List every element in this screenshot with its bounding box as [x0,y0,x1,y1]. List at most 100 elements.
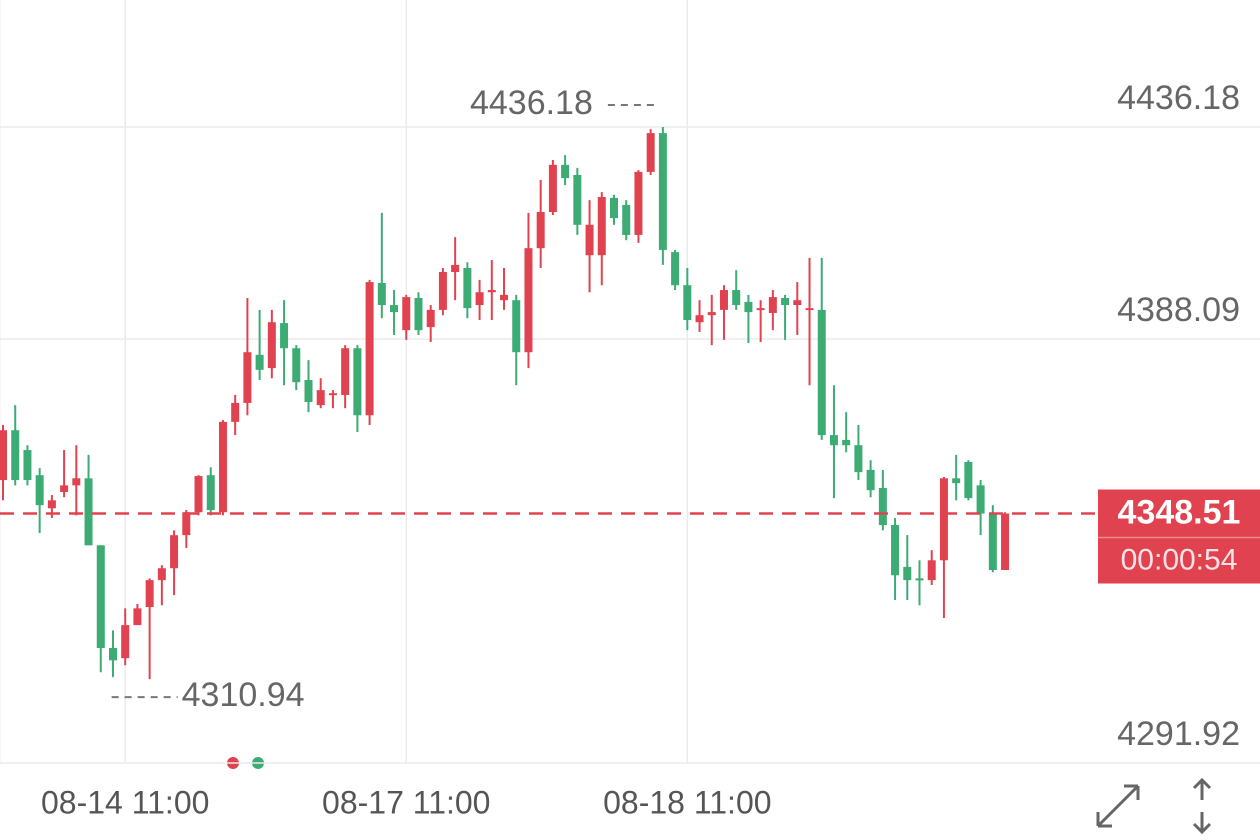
candle-body [231,402,240,422]
candle-body [622,204,631,235]
candle-body [1001,513,1010,570]
candle-body [842,439,851,446]
candle-body [744,301,753,313]
candle-body [438,271,447,310]
candle-body [72,478,81,486]
candle-body [426,309,435,328]
candle-body [96,545,105,649]
candle-body [585,224,594,256]
candle-body [402,297,411,331]
candle-body [524,248,533,353]
candle-body [793,300,802,306]
candle-body [927,560,936,581]
candle-body [328,393,337,396]
candle-body [878,487,887,526]
candle-body [304,379,313,403]
candle-body [267,322,276,369]
candle-body [646,133,655,172]
candle-body [341,348,350,395]
y-tick-label: 4388.09 [1117,291,1240,329]
last-price-label: 4348.51 [1118,494,1241,532]
candles [0,127,1010,680]
candle-body [170,535,179,569]
candle-body [732,290,741,306]
candle-body [781,297,790,306]
candle-body [854,445,863,473]
candle-body [145,580,154,608]
candle-body [206,475,215,511]
expand-icon[interactable] [1096,784,1140,828]
candle-body [280,323,289,349]
candle-body [0,430,7,481]
candle-body [805,308,814,311]
candle-body [561,164,570,179]
candle-body [988,513,997,570]
candle-body [756,308,765,311]
x-tick-label: 08-14 11:00 [41,784,209,820]
scale-button[interactable] [1192,777,1212,835]
candle-body [536,212,545,249]
candle-body [316,390,325,406]
candle-body [182,512,191,536]
candle-body [671,252,680,286]
y-tick-label: 4436.18 [1117,79,1240,117]
candle-body [658,133,667,250]
candle-body [512,300,521,353]
candle-body [695,315,704,323]
candle-body [939,478,948,561]
candle-body [35,475,44,506]
candle-body [218,421,227,513]
candle-body [903,566,912,581]
candle-body [915,578,924,581]
candle-body [487,290,496,293]
candle-body [829,435,838,446]
countdown-label: 00:00:54 [1121,543,1238,576]
candle-body [548,164,557,213]
candle-body [194,476,203,513]
candle-body [47,500,56,509]
candle-body [597,197,606,256]
candle-body [573,174,582,225]
candle-body [610,197,618,219]
candle-body [108,648,117,661]
candle-body [707,312,716,316]
x-tick-label: 08-18 11:00 [603,784,771,820]
fullscreen-button[interactable] [1096,784,1140,828]
x-tick-label: 08-17 11:00 [322,784,490,820]
candle-body [768,297,777,313]
last-price-box [1098,489,1260,584]
candle-body [500,294,509,301]
high-annotation: 4436.18 [470,84,593,122]
candle-body [157,568,166,581]
candle-body [377,282,386,306]
candle-body [719,290,728,310]
candle-body [451,264,460,272]
low-annotation: 4310.94 [182,676,305,714]
y-tick-label: 4291.92 [1117,715,1240,753]
scale-icon[interactable] [1192,777,1212,835]
candle-body [683,285,692,321]
candle-body [133,608,142,626]
candle-body [121,625,130,659]
candle-body [634,171,643,235]
candle-body [891,525,900,576]
candle-body [964,461,973,499]
candle-body [866,469,875,491]
candle-body [952,478,961,484]
candle-body [475,292,484,306]
candle-body [414,297,423,331]
candle-body [11,430,20,481]
candle-body [390,305,399,313]
candle-body [365,282,374,416]
candle-body [243,352,252,403]
candle-body [23,450,32,481]
candle-body [817,309,826,436]
candle-body [255,354,264,370]
candle-body [353,348,362,416]
candle-body [292,348,301,383]
candle-body [463,268,472,309]
candle-body [60,485,69,492]
